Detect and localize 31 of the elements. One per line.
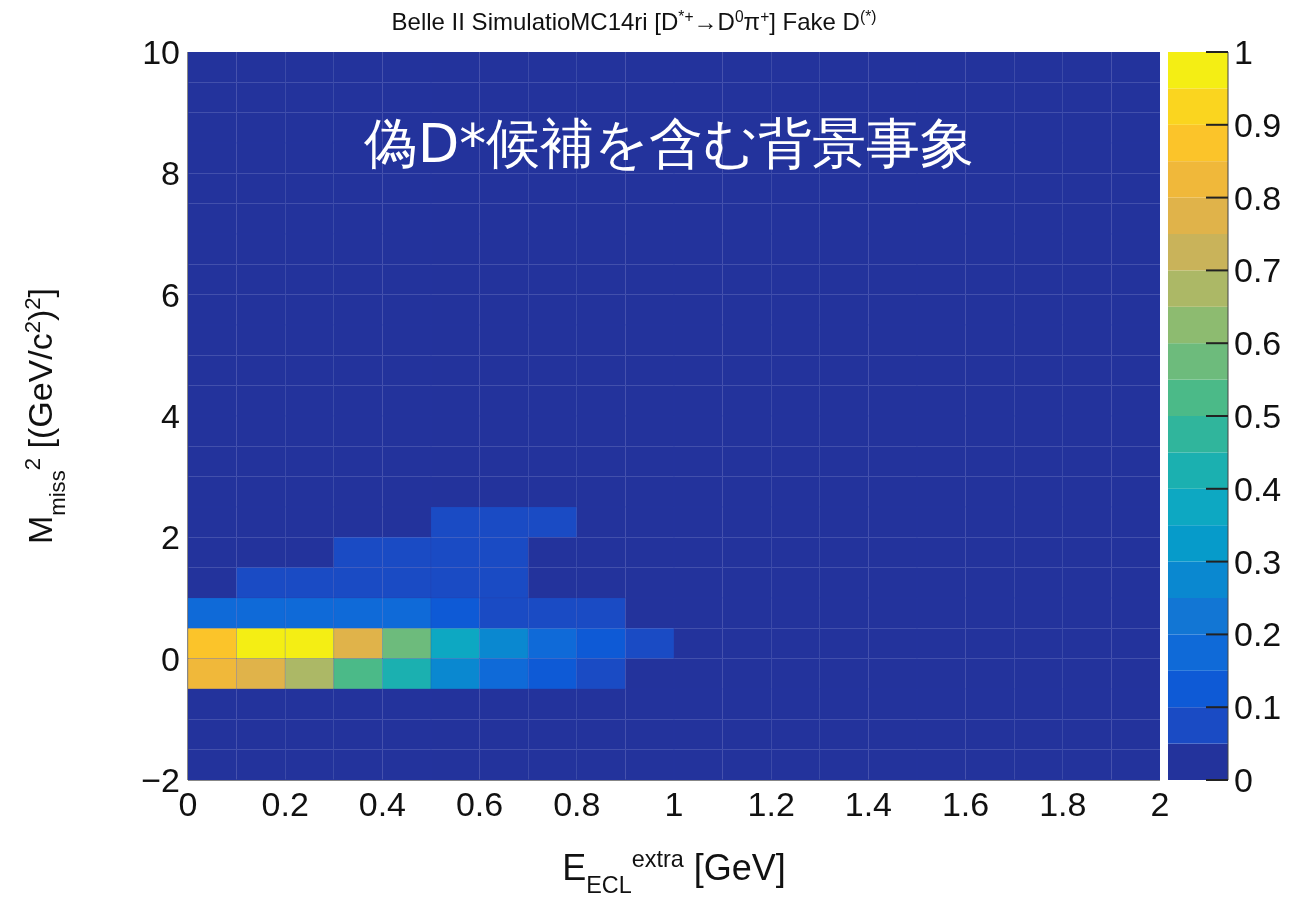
y-tick-label: 10 [142, 33, 180, 72]
color-bar-label: 0.9 [1234, 105, 1282, 144]
y-tick-label: 0 [161, 639, 180, 678]
annotation: 偽D*候補を含む背景事象 [363, 112, 975, 175]
y-tick-label: 6 [161, 275, 180, 314]
x-tick-label: 1.2 [747, 785, 795, 824]
x-tick-label: 1 [664, 785, 684, 824]
color-bar-label: 0.8 [1234, 178, 1282, 217]
color-bar-label: 0.4 [1234, 469, 1282, 508]
color-bar-label: 0.7 [1234, 251, 1282, 290]
x-tick-label: 2 [1150, 785, 1170, 824]
color-bar-label: 1 [1234, 33, 1253, 71]
y-tick-label: −2 [141, 761, 180, 800]
y-tick-label: 4 [161, 397, 180, 436]
x-tick-label: 1.8 [1039, 785, 1087, 824]
y-tick-label: 8 [161, 154, 180, 193]
x-axis-title: E$_{ECL}$$^{extra}$ [GeV] [562, 846, 786, 898]
y-tick-label: 2 [161, 518, 180, 557]
x-tick-label: 0.4 [358, 785, 407, 824]
color-bar-label: 0.1 [1234, 688, 1282, 727]
x-tick-label: 0.8 [553, 785, 601, 824]
x-tick-label: 1.6 [941, 785, 990, 824]
color-bar-label: 0.6 [1234, 324, 1282, 363]
chart-title: Belle II SimulatioMC14ri [D$^{*+}$→D$^{0}$π$^{+}$] Fake D$^{(*)}$ [391, 7, 877, 35]
color-bar-label: 0 [1234, 761, 1253, 799]
x-tick-label: 0.2 [261, 785, 309, 824]
color-bar-label: 0.5 [1234, 397, 1282, 435]
color-bar-label: 0.3 [1234, 542, 1282, 581]
x-tick-label: 1.4 [844, 785, 893, 824]
x-tick-label: 0.6 [455, 785, 504, 824]
color-bar-label: 0.2 [1234, 615, 1282, 654]
